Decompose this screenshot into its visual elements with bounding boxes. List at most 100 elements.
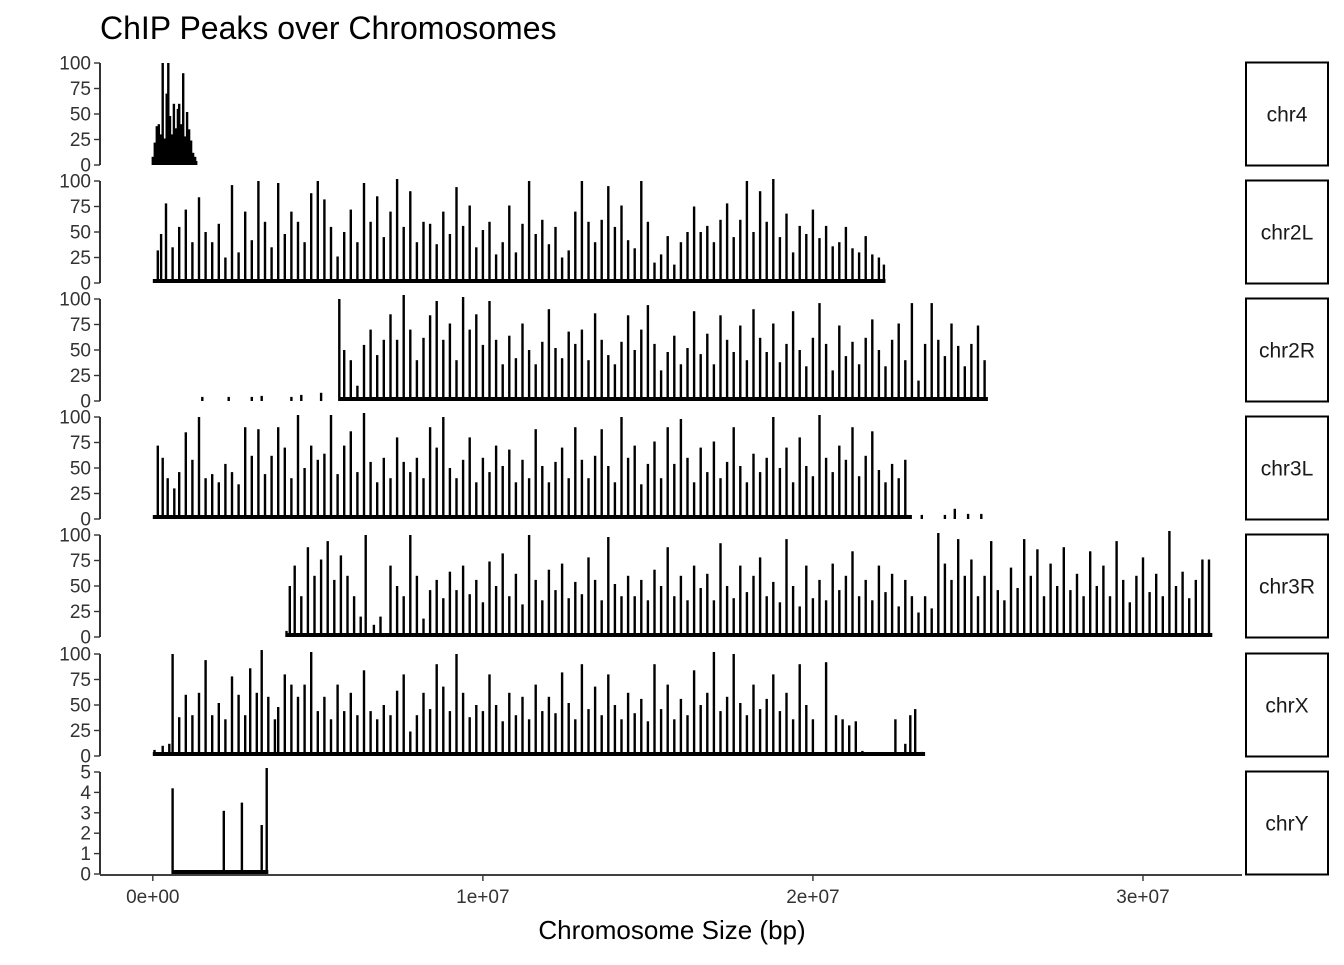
peak-bar <box>349 692 352 756</box>
peak-bar <box>871 431 874 519</box>
peak-bar <box>283 674 286 756</box>
peak-bar <box>640 484 643 519</box>
peak-bar <box>230 472 234 519</box>
peak-bar <box>182 73 185 165</box>
peak-bar <box>864 337 867 401</box>
peak-bar <box>1003 600 1006 637</box>
peak-bar <box>339 555 343 637</box>
y-tick-label: 25 <box>70 602 91 623</box>
peak-bar <box>180 124 183 165</box>
peak-bar <box>805 366 808 401</box>
peak-bar <box>983 575 986 637</box>
y-tick-label: 3 <box>80 803 91 824</box>
peak-bar <box>752 232 755 283</box>
peak-bar <box>607 186 610 283</box>
y-tick-label: 100 <box>59 526 91 547</box>
peak-bar <box>222 810 225 874</box>
peak-bar <box>237 484 240 519</box>
peak-bar <box>854 721 857 756</box>
peak-bar <box>508 205 511 283</box>
peak-bar <box>1155 573 1158 637</box>
peak-bar <box>824 343 828 401</box>
peak-bar <box>805 234 808 283</box>
peak-bar <box>593 455 597 519</box>
peak-bar <box>574 343 577 401</box>
peak-bar <box>159 234 163 283</box>
peak-bar <box>185 112 189 165</box>
peak-bar <box>356 472 359 519</box>
peak-bar <box>204 232 207 283</box>
peak-bar <box>831 563 834 637</box>
peak-bar <box>547 696 551 756</box>
facet-strip-label: chrX <box>1265 695 1308 718</box>
peak-bar <box>415 575 419 637</box>
peak-bar <box>527 535 531 637</box>
peak-bar <box>758 709 762 756</box>
peak-bar <box>818 238 821 283</box>
peak-bar <box>293 565 296 637</box>
peak-bar <box>673 719 676 756</box>
peak-bar <box>593 686 597 756</box>
peak-bar <box>389 715 392 756</box>
peak-bar <box>244 427 247 519</box>
peak-bar <box>217 482 220 519</box>
peak-bar <box>435 579 438 637</box>
peak-bar <box>1036 549 1039 637</box>
peak-bar <box>488 674 491 756</box>
peak-bar <box>501 553 504 637</box>
peak-bar <box>765 698 768 756</box>
peak-bar <box>319 559 323 637</box>
peak-bar <box>541 341 544 401</box>
peak-bar <box>785 213 788 283</box>
peak-bar <box>758 557 762 637</box>
peak-bar <box>1201 559 1204 637</box>
peak-bar <box>1168 531 1171 637</box>
peak-bar <box>1148 592 1151 637</box>
peak-bar <box>824 600 828 637</box>
peak-bar <box>857 252 861 283</box>
peak-bar <box>633 596 636 637</box>
peak-bar <box>534 234 537 283</box>
peak-bar <box>567 478 570 519</box>
peak-bar <box>153 749 156 756</box>
peak-bar <box>161 63 164 165</box>
y-tick-label: 25 <box>70 721 91 742</box>
peak-bar <box>244 211 247 283</box>
peak-bar <box>600 219 603 283</box>
peak-bar <box>488 472 491 519</box>
peak-bar <box>277 183 280 283</box>
peak-bar <box>640 579 643 637</box>
peak-bar <box>844 575 848 637</box>
peak-bar <box>191 459 194 519</box>
peak-bar <box>193 156 197 165</box>
peak-bar <box>739 466 742 519</box>
y-tick-label: 0 <box>80 628 91 649</box>
peak-bar <box>666 236 669 283</box>
peak-bar <box>475 482 478 519</box>
peak-bar <box>428 709 432 756</box>
panel-chr3L: 0 25 50 75 100 chr3L <box>59 408 1329 531</box>
peak-bar <box>514 573 518 637</box>
peak-bar <box>415 457 419 519</box>
peak-bar <box>706 225 709 283</box>
peak-bar <box>613 226 617 283</box>
peak-bar <box>255 692 258 756</box>
peak-bar <box>857 364 861 401</box>
peak-bar <box>679 698 683 756</box>
peak-bar <box>362 670 366 756</box>
peak-bar <box>494 254 498 283</box>
y-tick-label: 0 <box>80 865 91 886</box>
peak-bar <box>468 329 471 401</box>
peak-bar <box>501 364 504 401</box>
peak-bar <box>976 596 980 637</box>
peak-bar <box>184 432 187 519</box>
peak-bar <box>494 339 498 401</box>
peak-bar <box>593 313 597 401</box>
peak-bar <box>488 221 491 283</box>
peak-bar <box>765 596 768 637</box>
peak-bar <box>626 315 630 401</box>
peak-bar <box>156 445 159 519</box>
peak-bar <box>422 692 425 756</box>
peak-bar <box>633 350 636 401</box>
peak-bar <box>752 575 755 637</box>
